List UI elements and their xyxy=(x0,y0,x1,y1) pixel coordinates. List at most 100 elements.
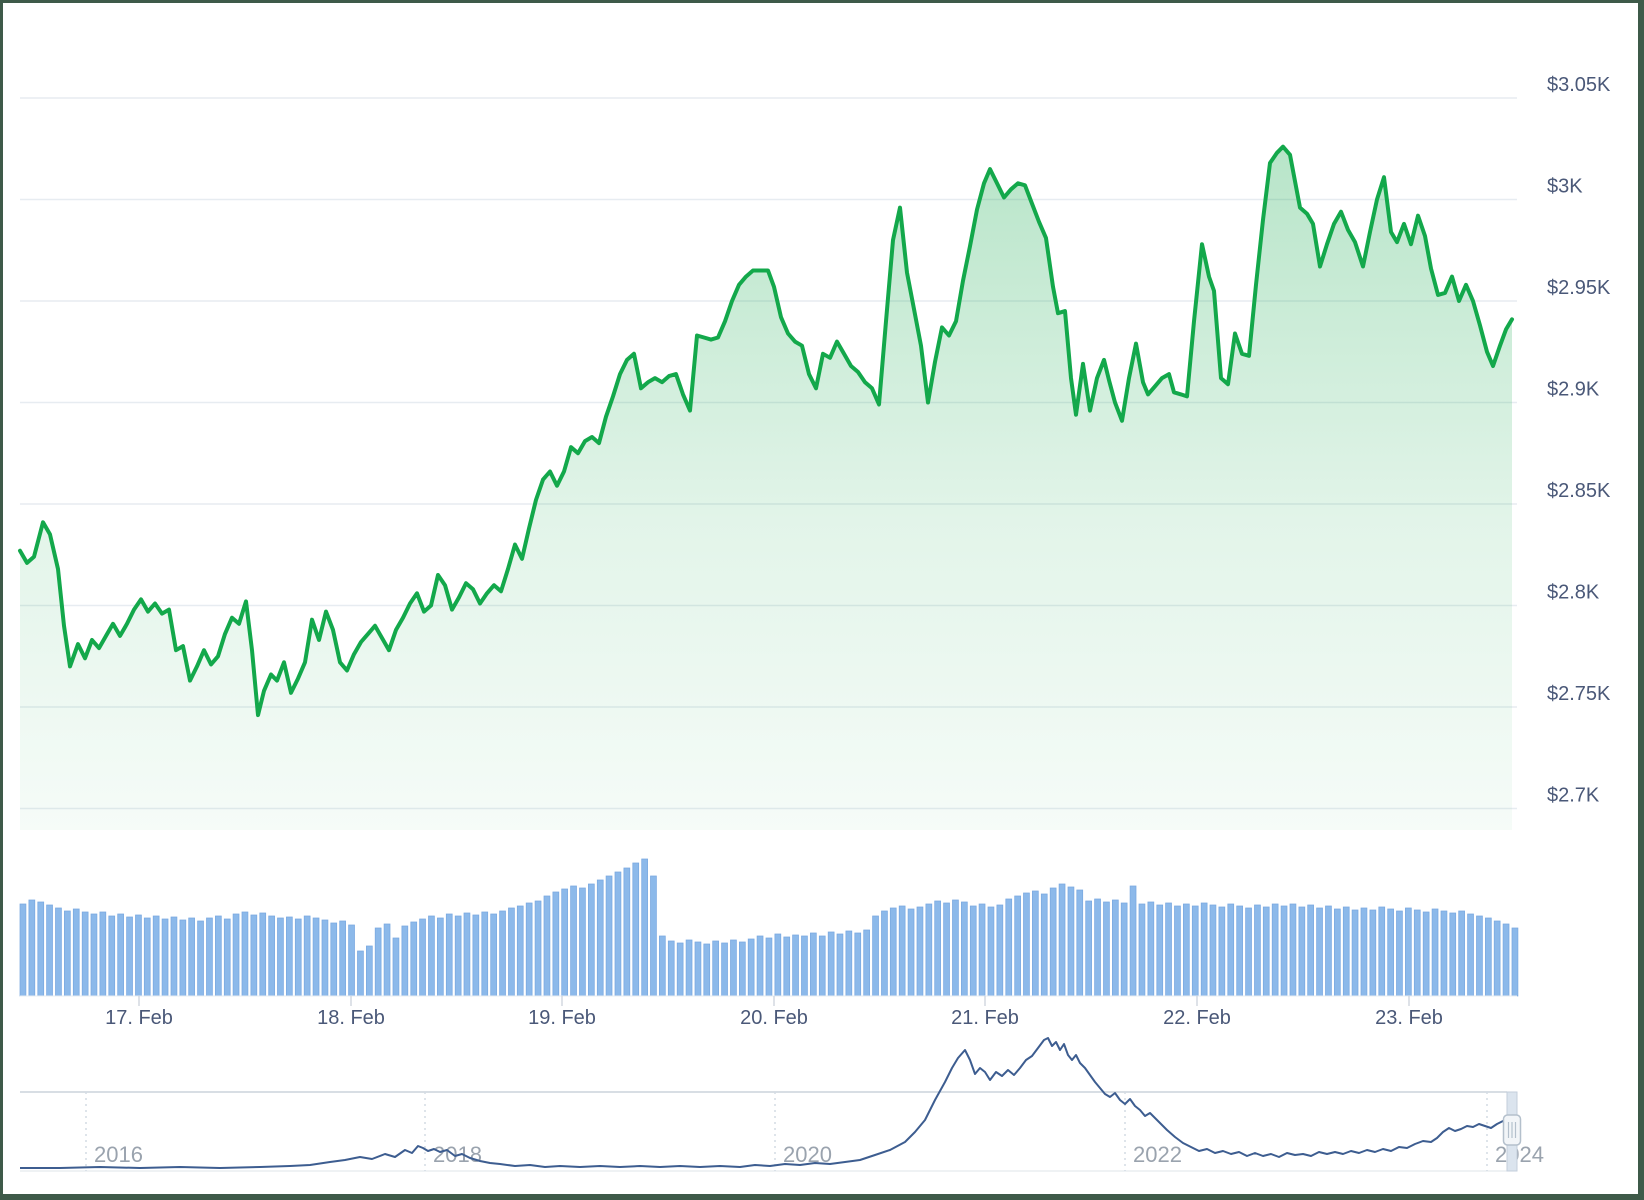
price-line-series xyxy=(18,144,1514,718)
volume-bar xyxy=(978,903,986,997)
navigator-year-label: 2022 xyxy=(1133,1142,1182,1167)
volume-bar xyxy=(561,888,568,997)
volume-bar xyxy=(445,913,453,997)
volume-bar xyxy=(1351,909,1359,997)
volume-bar xyxy=(90,913,98,997)
volume-bar xyxy=(1129,885,1137,997)
volume-bar xyxy=(1094,898,1101,997)
volume-bar xyxy=(756,935,764,997)
volume-bar xyxy=(348,924,355,997)
volume-bar xyxy=(1342,906,1350,997)
volume-bar xyxy=(481,911,489,997)
volume-bar xyxy=(1058,883,1066,997)
volume-bar xyxy=(357,950,364,997)
volume-bar xyxy=(925,903,933,997)
y-axis-label: $2.95K xyxy=(1547,277,1611,299)
volume-bar xyxy=(1307,904,1314,997)
volume-bar xyxy=(1431,908,1439,997)
volume-bar xyxy=(401,925,409,997)
volume-bar xyxy=(383,923,391,997)
volume-bar xyxy=(525,902,533,997)
volume-bar xyxy=(1156,904,1164,997)
volume-bar xyxy=(215,915,222,997)
x-axis-label: 18. Feb xyxy=(317,1007,385,1029)
volume-bar xyxy=(1511,927,1519,997)
volume-bar xyxy=(19,903,27,997)
volume-bar xyxy=(374,927,382,997)
volume-bar xyxy=(223,918,231,997)
volume-bar xyxy=(1378,906,1386,997)
volume-bar xyxy=(490,913,497,997)
volume-bar xyxy=(1493,920,1501,997)
volume-bar xyxy=(543,895,551,997)
volume-bar xyxy=(81,911,89,997)
volume-bar xyxy=(366,945,373,997)
volume-bar xyxy=(250,914,258,997)
volume-bar xyxy=(872,915,879,997)
volume-bar xyxy=(1067,886,1075,997)
volume-bar xyxy=(1298,906,1306,997)
volume-bar xyxy=(259,912,267,997)
volume-bar xyxy=(845,930,853,997)
volume-bar xyxy=(588,883,595,997)
volume-bar xyxy=(659,935,666,997)
plot-area[interactable] xyxy=(20,28,1517,830)
volume-bar xyxy=(303,915,311,997)
volume-bar xyxy=(534,900,542,997)
volume-bar xyxy=(1200,902,1208,997)
volume-bar xyxy=(1076,889,1084,997)
volume-bar xyxy=(463,912,471,997)
volume-bar xyxy=(1049,887,1057,997)
volume-bar xyxy=(143,917,151,997)
volume-bar xyxy=(881,910,888,997)
volume-bar xyxy=(596,879,604,997)
volume-bar xyxy=(117,913,124,997)
volume-bar xyxy=(641,858,648,997)
y-axis-label: $3K xyxy=(1547,176,1583,198)
volume-bar xyxy=(330,922,338,997)
volume-bar xyxy=(1360,907,1368,997)
volume-bar xyxy=(1040,893,1048,997)
volume-bar xyxy=(1023,892,1030,997)
volume-bar xyxy=(232,913,240,997)
volume-bar xyxy=(170,916,178,997)
volume-bar xyxy=(1165,902,1172,997)
volume-bar xyxy=(685,939,693,997)
navigator-series xyxy=(20,1037,1513,1169)
volume-bar xyxy=(898,905,906,997)
volume-bar xyxy=(605,875,613,997)
navigator-year-label: 2016 xyxy=(94,1142,143,1167)
volume-bar xyxy=(126,916,133,997)
volume-bar xyxy=(676,942,684,997)
volume-bar xyxy=(1440,910,1448,997)
y-axis-label: $2.9K xyxy=(1547,379,1600,401)
volume-bar xyxy=(28,899,36,997)
volume-bar xyxy=(854,932,862,997)
volume-bar xyxy=(108,915,116,997)
price-area-fill xyxy=(20,146,1512,830)
volume-bar xyxy=(499,910,506,997)
volume-bar xyxy=(206,917,213,997)
volume-bar xyxy=(907,908,915,997)
volume-bar xyxy=(1422,911,1430,997)
volume-bar xyxy=(1103,901,1110,997)
volume-bar xyxy=(1209,904,1217,997)
volume-bar xyxy=(1191,905,1199,997)
volume-bar xyxy=(1120,902,1128,997)
x-axis-label: 21. Feb xyxy=(951,1007,1019,1029)
volume-bar xyxy=(428,915,435,997)
volume-bar xyxy=(961,901,968,997)
volume-bar xyxy=(570,885,577,997)
volume-bar xyxy=(783,936,791,997)
volume-bar xyxy=(152,915,160,997)
y-axis-label: $2.7K xyxy=(1547,785,1600,807)
volume-bar xyxy=(801,935,808,997)
volume-bar xyxy=(1183,903,1190,997)
volume-bar xyxy=(712,940,719,997)
volume-bar xyxy=(827,931,835,997)
x-axis-label: 23. Feb xyxy=(1375,1007,1443,1029)
volume-bar xyxy=(294,918,302,997)
volume-bar xyxy=(472,914,480,997)
volume-bar xyxy=(996,904,1004,997)
volume-bar xyxy=(650,875,657,997)
